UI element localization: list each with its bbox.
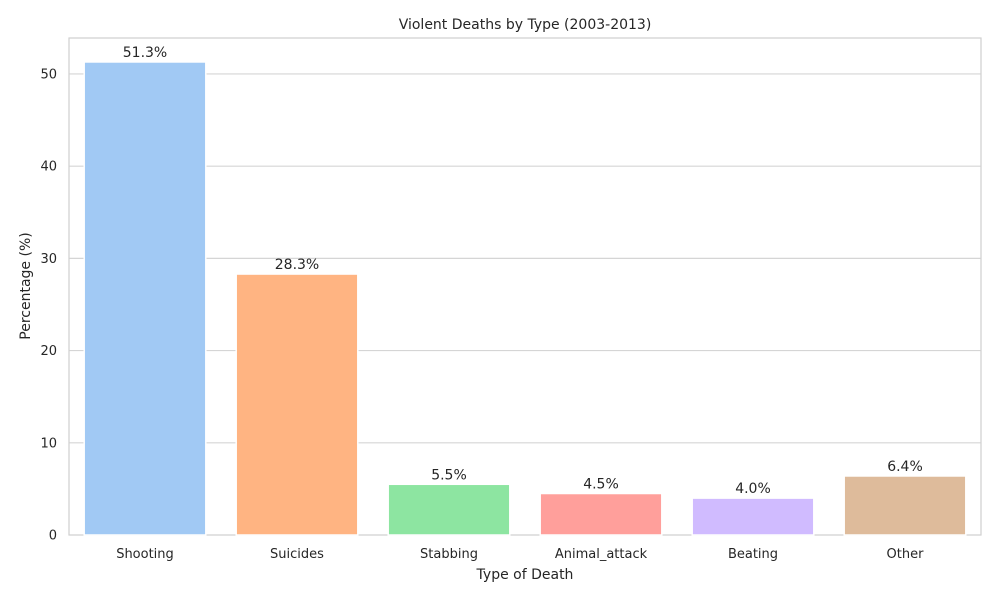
data-label: 51.3% [123, 45, 167, 61]
bar-shooting [83, 61, 207, 536]
y-tick-label: 30 [40, 252, 57, 267]
label-layer: 51.3% 28.3% 5.5% 4.5% 4.0% 6.4% [123, 45, 923, 497]
data-label: 6.4% [887, 459, 923, 475]
bar-other [843, 475, 967, 536]
x-tick-label: Other [887, 547, 925, 562]
bar-beating [691, 497, 815, 536]
tick-layer: 0 10 20 30 40 50 Shooting Suicides Stabbing Anima… [40, 67, 924, 562]
x-tick-label: Animal_attack [555, 547, 648, 562]
y-axis-label: Percentage (%) [18, 232, 34, 339]
data-label: 4.5% [583, 477, 619, 493]
bar-animal-attack [539, 492, 663, 536]
data-label: 4.0% [735, 481, 771, 497]
x-tick-label: Stabbing [420, 547, 478, 562]
bar-stabbing [387, 483, 511, 536]
y-tick-label: 0 [49, 529, 57, 544]
x-tick-label: Suicides [270, 547, 324, 562]
data-label: 5.5% [431, 467, 467, 483]
bar-layer [83, 61, 967, 536]
x-axis-label: Type of Death [476, 567, 574, 583]
bar-suicides [235, 273, 359, 536]
y-tick-label: 50 [40, 67, 57, 82]
x-tick-label: Shooting [116, 547, 174, 562]
x-tick-label: Beating [728, 547, 778, 562]
data-label: 28.3% [275, 257, 319, 273]
chart-title: Violent Deaths by Type (2003-2013) [399, 17, 652, 33]
grid-layer [69, 73, 981, 444]
y-tick-label: 10 [40, 436, 57, 451]
y-tick-label: 20 [40, 344, 57, 359]
plot-frame [68, 37, 982, 536]
y-tick-label: 40 [40, 160, 57, 175]
